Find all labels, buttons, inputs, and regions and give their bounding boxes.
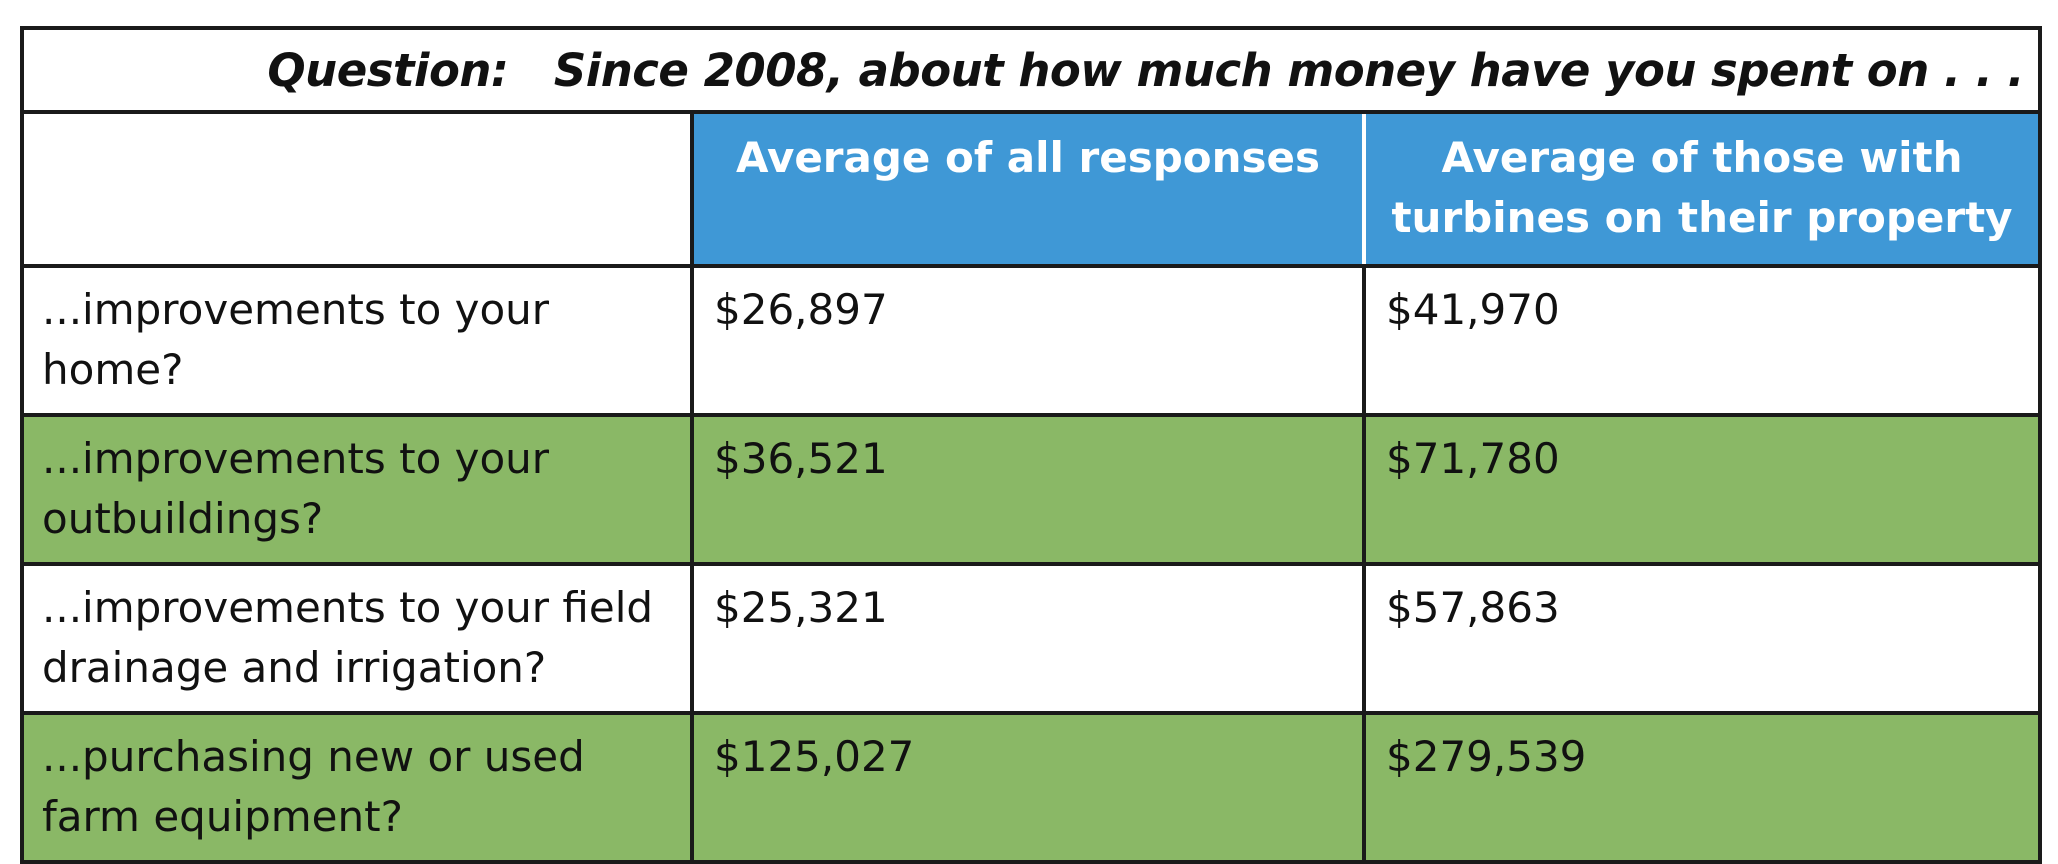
row-label: ...improvements to your outbuildings? — [20, 413, 694, 566]
header-blank-cell — [20, 110, 694, 268]
value-with-turbines: $279,539 — [1361, 711, 2043, 864]
header-average-turbines: Average of those with turbines on their … — [1361, 110, 2043, 268]
value-all-responses: $36,521 — [690, 413, 1366, 566]
value-with-turbines: $41,970 — [1361, 264, 2043, 417]
table-row: ...improvements to your home? $26,897 $4… — [20, 264, 2043, 417]
value-all-responses: $125,027 — [690, 711, 1366, 864]
header-row: Average of all responses Average of thos… — [20, 110, 2043, 268]
survey-table: Question: Since 2008, about how much mon… — [19, 26, 2043, 864]
title-row: Question: Since 2008, about how much mon… — [19, 26, 2043, 114]
table-row: ...improvements to your outbuildings? $3… — [20, 413, 2043, 566]
table-row: ...purchasing new or used farm equipment… — [20, 711, 2043, 864]
header-average-all: Average of all responses — [690, 110, 1366, 268]
value-with-turbines: $71,780 — [1361, 413, 2043, 566]
row-label: ...purchasing new or used farm equipment… — [20, 711, 694, 864]
table-row: ...improvements to your field drainage a… — [20, 562, 2043, 715]
row-label: ...improvements to your home? — [20, 264, 694, 417]
value-with-turbines: $57,863 — [1361, 562, 2043, 715]
row-label: ...improvements to your field drainage a… — [20, 562, 694, 715]
value-all-responses: $26,897 — [690, 264, 1366, 417]
value-all-responses: $25,321 — [690, 562, 1366, 715]
table-title: Question: Since 2008, about how much mon… — [19, 26, 2043, 114]
